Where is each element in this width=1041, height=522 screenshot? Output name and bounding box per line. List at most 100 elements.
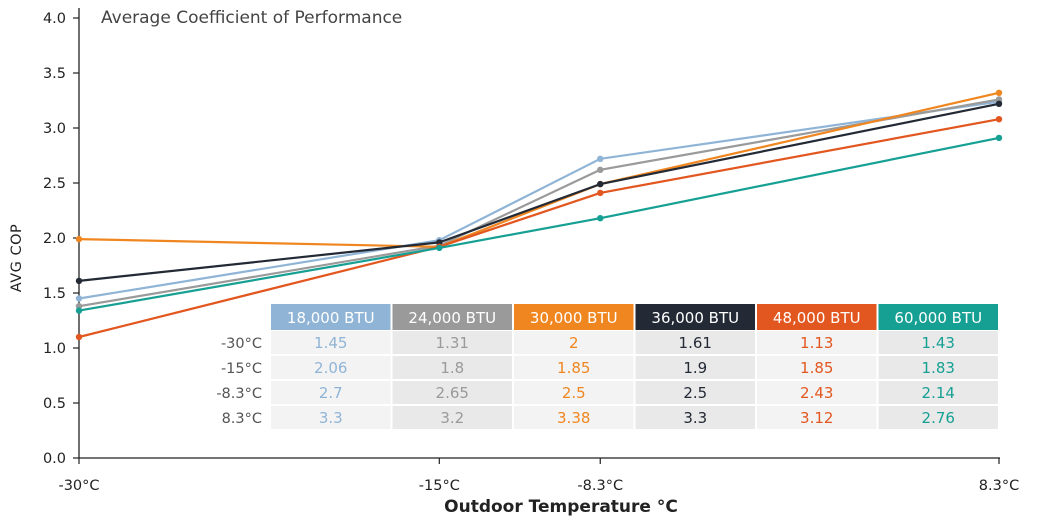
table-cell-bg	[635, 356, 755, 379]
table-cell-bg	[271, 331, 391, 354]
table-cell-value: 1.9	[683, 359, 707, 377]
table-cell-value: 3.2	[440, 409, 464, 427]
axes	[78, 8, 1000, 459]
data-point	[597, 189, 604, 197]
table-cell-bg	[392, 381, 512, 404]
data-point	[75, 307, 83, 314]
table-cell-value: 3.3	[683, 409, 707, 427]
table-header-label: 24,000 BTU	[408, 309, 496, 327]
series-lines	[75, 89, 1003, 341]
table-row-label: -8.3°C	[216, 386, 262, 402]
chart-title: Average Coefficient of Performance	[101, 8, 402, 28]
data-point	[75, 277, 83, 285]
table-cell-bg	[757, 381, 877, 404]
table-cell-bg	[271, 356, 391, 379]
data-point	[75, 295, 83, 302]
table-cell-bg	[878, 406, 998, 429]
table-cell-bg	[635, 406, 755, 429]
table-cell-bg	[635, 381, 755, 404]
data-point	[995, 100, 1003, 108]
table-cell-bg	[878, 356, 998, 379]
table-header-cell	[514, 304, 634, 330]
series-line	[78, 102, 1000, 282]
table-header-cell	[392, 304, 512, 330]
y-tick-label: 0.0	[43, 451, 66, 467]
table-cell-bg	[271, 406, 391, 429]
table-cell-bg	[392, 406, 512, 429]
data-point	[597, 155, 604, 162]
series-line	[78, 98, 1000, 308]
series-line	[78, 91, 1000, 248]
y-tick-label: 4.0	[43, 11, 66, 27]
y-tick-label: 3.5	[43, 66, 66, 82]
table-cell-value: 2.76	[922, 409, 955, 427]
x-tick-label: -15°C	[419, 478, 460, 494]
table-header-label: 36,000 BTU	[651, 309, 739, 327]
table-cell-bg	[514, 356, 634, 379]
table-cell-bg	[514, 331, 634, 354]
table-cell-value: 1.85	[800, 359, 833, 377]
data-point	[436, 239, 443, 246]
data-point	[75, 333, 83, 341]
x-axis-label: Outdoor Temperature °C	[444, 497, 678, 517]
series-line	[78, 136, 1000, 312]
data-point	[75, 303, 83, 310]
y-tick-label: 2.5	[43, 176, 66, 192]
data-point	[75, 235, 83, 243]
data-point	[597, 215, 604, 222]
table-cell-bg	[757, 406, 877, 429]
table-cell-value: 1.13	[800, 334, 833, 352]
y-tick-label: 1.5	[43, 286, 66, 302]
x-tick-label: -30°C	[58, 478, 99, 494]
data-point	[995, 116, 1003, 123]
table-cell-value: 3.3	[319, 409, 343, 427]
table-row-label: -15°C	[221, 361, 262, 377]
table-cell-value: 1.83	[922, 359, 955, 377]
series-line	[78, 100, 1000, 300]
table-cell-value: 2.7	[319, 384, 343, 402]
table-cell-value: 1.31	[436, 334, 469, 352]
table-header-cell	[757, 304, 877, 330]
table-cell-value: 1.85	[557, 359, 590, 377]
table-cell-value: 1.61	[679, 334, 712, 352]
table-cell-bg	[635, 331, 755, 354]
table-cell-bg	[757, 356, 877, 379]
y-tick-label: 2.0	[43, 231, 66, 247]
data-point	[597, 166, 604, 173]
table-cell-value: 2	[569, 334, 579, 352]
table-cell-value: 2.5	[683, 384, 707, 402]
values-table: -30°C -15°C -8.3°C 8.3°C 18,000 BTU 1.45 2.06 2…	[216, 304, 998, 429]
table-header-label: 30,000 BTU	[530, 309, 618, 327]
table-cell-bg	[514, 381, 634, 404]
table-row-label: -30°C	[221, 336, 262, 352]
x-tick-label: -8.3°C	[577, 478, 623, 494]
table-cell-bg	[878, 331, 998, 354]
table-cell-value: 1.43	[922, 334, 955, 352]
table-cell-value: 3.38	[557, 409, 590, 427]
table-cell-value: 2.14	[922, 384, 955, 402]
table-cell-value: 1.45	[314, 334, 347, 352]
table-header-label: 48,000 BTU	[773, 309, 861, 327]
data-point	[597, 180, 604, 188]
y-tick-label: 1.0	[43, 341, 66, 357]
table-header-cell	[635, 304, 755, 330]
table-row-label: 8.3°C	[222, 411, 262, 427]
table-header-label: 18,000 BTU	[287, 309, 375, 327]
table-cell-bg	[271, 381, 391, 404]
table-cell-bg	[392, 331, 512, 354]
series-36-000-btu	[75, 100, 1003, 285]
table-cell-value: 3.12	[800, 409, 833, 427]
table-cell-value: 2.06	[314, 359, 347, 377]
table-cell-value: 2.43	[800, 384, 833, 402]
series-18-000-btu	[75, 98, 1003, 302]
y-axis-label: AVG COP	[9, 224, 25, 293]
series-60-000-btu	[75, 134, 1003, 314]
table-cell-bg	[514, 406, 634, 429]
table-cell-value: 2.65	[436, 384, 469, 402]
table-cell-value: 1.8	[440, 359, 464, 377]
data-point	[995, 96, 1003, 103]
table-cell-bg	[878, 381, 998, 404]
y-tick-labels: 0.0 0.5 1.0 1.5 2.0 2.5 3.0 3.5 4.0	[43, 11, 79, 467]
y-tick-label: 0.5	[43, 396, 66, 412]
